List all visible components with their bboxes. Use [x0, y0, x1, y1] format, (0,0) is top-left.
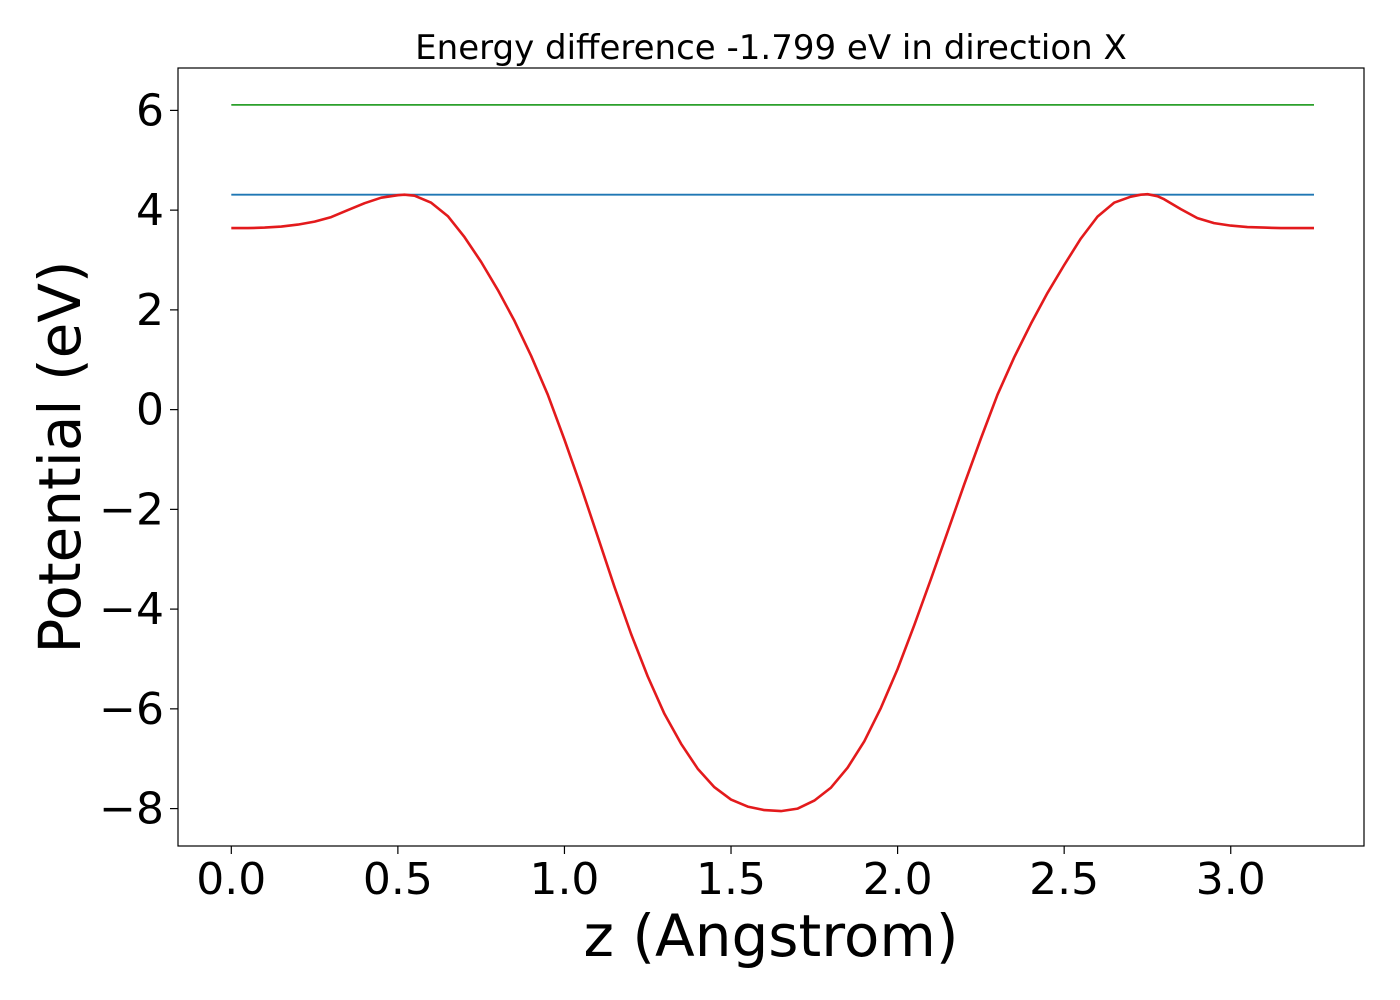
- x-tick-label-6: 3.0: [1196, 854, 1266, 905]
- y-tick-label-2: 2: [136, 285, 164, 336]
- y-axis-label: Potential (eV): [26, 260, 94, 653]
- plot-frame: [177, 67, 1365, 847]
- x-tick-label-1: 0.5: [363, 854, 433, 905]
- y-tick-label-6: −6: [99, 684, 164, 735]
- y-tick-label-1: 4: [136, 185, 164, 236]
- plot-layer: 0.0 0.5 1.0 1.5 2.0 2.5 3.0 6 4 2 0 −2 −4 −6 −8: [99, 67, 1365, 905]
- chart-title: Energy difference -1.799 eV in direction…: [415, 28, 1127, 68]
- series-line-2: [231, 192, 1314, 813]
- x-axis-label: z (Angstrom): [584, 902, 959, 970]
- x-tick-label-4: 2.0: [863, 854, 933, 905]
- y-tick-label-3: 0: [136, 385, 164, 436]
- y-tick-label-5: −4: [99, 584, 164, 635]
- x-tick-label-5: 2.5: [1029, 854, 1099, 905]
- y-tick-label-7: −8: [99, 784, 164, 835]
- y-tick-label-0: 6: [136, 85, 164, 136]
- x-tick-label-0: 0.0: [196, 854, 266, 905]
- y-tick-label-4: −2: [99, 484, 164, 535]
- x-tick-label-3: 1.5: [696, 854, 766, 905]
- x-tick-label-2: 1.0: [529, 854, 599, 905]
